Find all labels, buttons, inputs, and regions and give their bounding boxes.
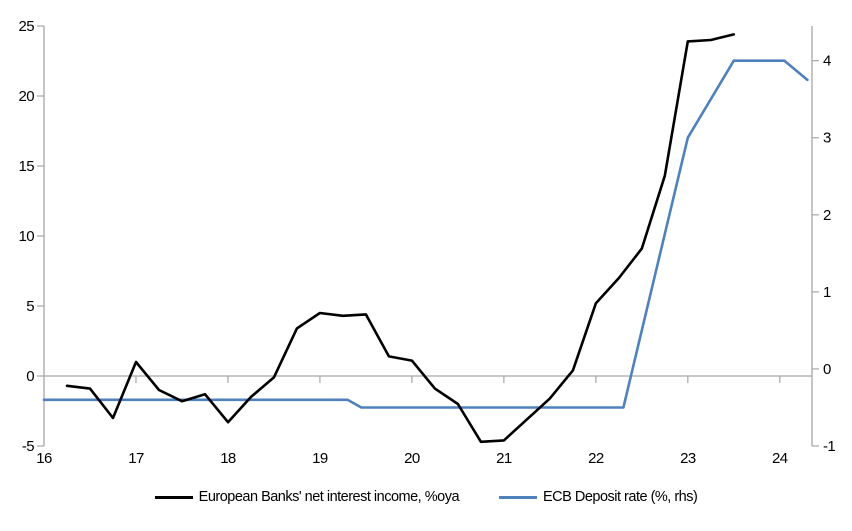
x-axis-tick-label: 17	[128, 450, 144, 467]
left-y-axis-tick-label: 15	[19, 158, 35, 175]
x-axis-tick-label: 20	[404, 450, 420, 467]
left-y-axis-tick-label: 25	[19, 18, 35, 35]
left-y-axis-tick-label: 10	[19, 228, 35, 245]
x-axis-tick-label: 24	[772, 450, 788, 467]
legend: European Banks' net interest income, %oy…	[0, 489, 852, 505]
right-y-axis-tick-label: 4	[823, 53, 831, 70]
left-y-axis-tick-label: 5	[26, 298, 34, 315]
series-line-ecb-deposit-rate	[42, 59, 809, 409]
right-y-axis-tick-label: 0	[823, 361, 831, 378]
legend-item-ecb-deposit-rate: ECB Deposit rate (%, rhs)	[499, 489, 698, 505]
right-y-axis-tick-label: 3	[823, 130, 831, 147]
x-axis-tick-label: 23	[680, 450, 696, 467]
right-y-axis-tick-label: 2	[823, 207, 831, 224]
x-axis-tick-label: 18	[220, 450, 236, 467]
legend-item-net-interest-income: European Banks' net interest income, %oy…	[154, 489, 460, 505]
series-line-net-interest-income	[65, 33, 736, 444]
x-axis-tick-label: 22	[588, 450, 604, 467]
x-axis-tick-label: 19	[312, 450, 328, 467]
legend-label: ECB Deposit rate (%, rhs)	[543, 489, 698, 505]
right-y-axis-tick-label: -1	[823, 438, 835, 455]
right-y-axis-tick-label: 1	[823, 284, 831, 301]
x-axis-tick-label: 21	[496, 450, 512, 467]
legend-line-swatch-blue	[499, 495, 538, 499]
legend-line-swatch-black	[154, 495, 193, 499]
left-y-axis-tick-label: 0	[26, 368, 34, 385]
x-axis-tick-label: 16	[36, 450, 52, 467]
left-y-axis-tick-label: -5	[22, 438, 34, 455]
left-y-axis-tick-label: 20	[19, 88, 35, 105]
legend-label: European Banks' net interest income, %oy…	[198, 489, 460, 505]
